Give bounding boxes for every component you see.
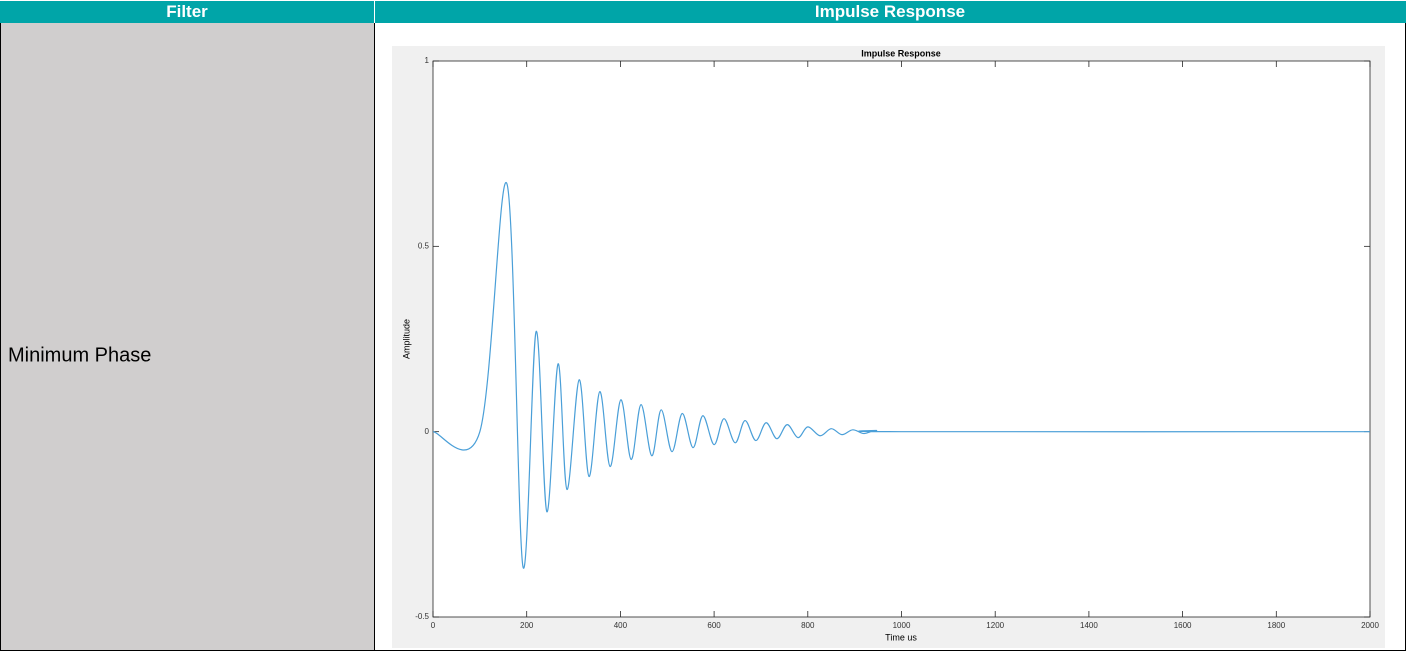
- x-tick-label: 0: [431, 621, 436, 630]
- x-tick-label: 2000: [1361, 621, 1379, 630]
- x-axis-label: Time us: [885, 632, 917, 642]
- x-tick-label: 600: [707, 621, 721, 630]
- y-tick-label: -0.5: [415, 612, 429, 621]
- header-row: [0, 1, 1406, 23]
- x-tick-label: 1800: [1267, 621, 1285, 630]
- x-tick-label: 1400: [1080, 621, 1098, 630]
- y-tick-label: 0: [425, 427, 430, 436]
- impulse-line: [432, 181, 1371, 569]
- x-tick-label: 800: [801, 621, 815, 630]
- header-cell: Impulse Response: [815, 2, 965, 21]
- filter-cell: [1, 23, 374, 650]
- plot-area: [432, 60, 1371, 618]
- header-cell: Filter: [166, 2, 208, 21]
- x-tick-label: 1600: [1174, 621, 1192, 630]
- x-tick-label: 1000: [893, 621, 911, 630]
- x-tick-label: 200: [520, 621, 534, 630]
- x-tick-label: 400: [614, 621, 628, 630]
- y-tick-label: 1: [425, 56, 430, 65]
- y-axis-label: Amplitude: [401, 319, 411, 359]
- y-tick-label: 0.5: [418, 241, 430, 250]
- x-tick-label: 1200: [986, 621, 1004, 630]
- chart-title: Impulse Response: [861, 48, 941, 58]
- filter-name: Minimum Phase: [8, 344, 151, 366]
